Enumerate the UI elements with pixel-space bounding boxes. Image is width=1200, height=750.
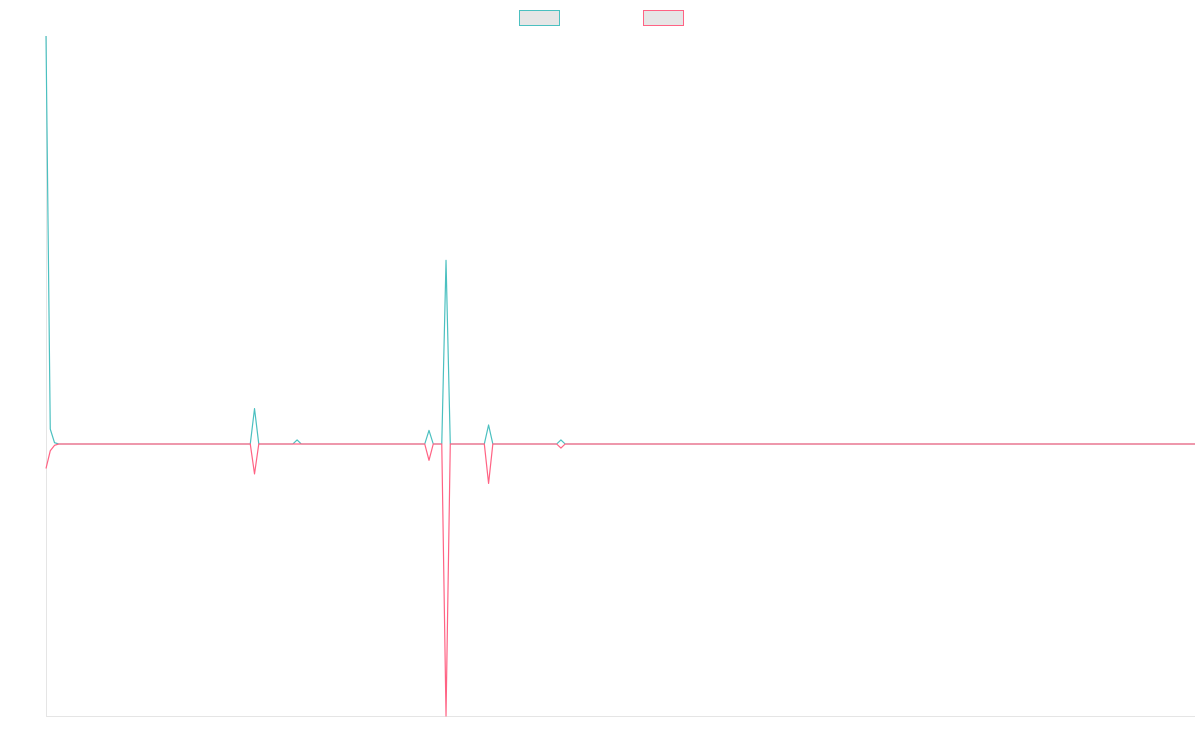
data-line [45, 443, 1195, 717]
legend-swatch [643, 10, 684, 26]
legend-swatch [519, 10, 560, 26]
data-line [45, 35, 1195, 445]
